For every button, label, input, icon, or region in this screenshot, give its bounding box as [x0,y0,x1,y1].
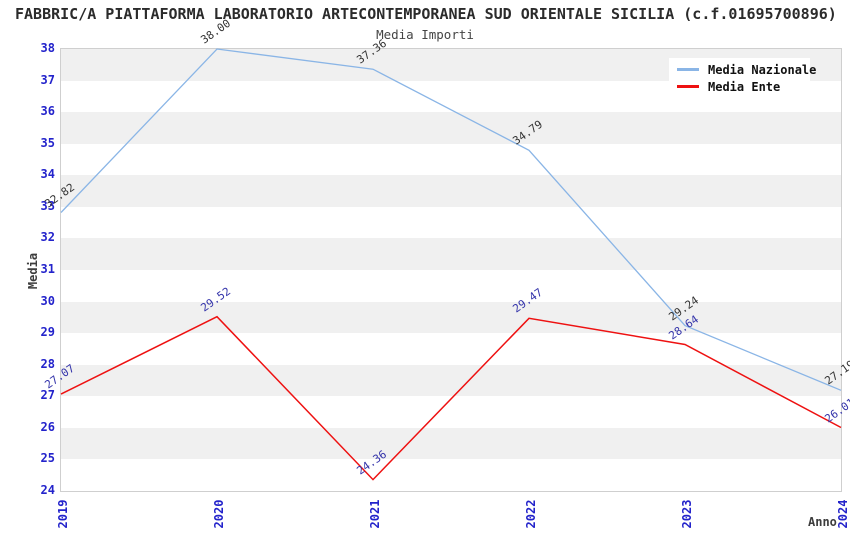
legend-swatch-ente-icon [677,85,699,88]
x-tick-label: 2022 [524,499,538,529]
x-axis-label: Anno [808,515,837,529]
legend: Media Nazionale Media Ente [669,58,816,98]
plot-band [61,175,841,208]
series-line-1 [60,315,842,481]
x-tick-label: 2024 [836,499,850,529]
y-tick-label: 35 [40,135,55,150]
plot-band [61,427,841,460]
plot-band [61,364,841,397]
y-tick-label: 33 [40,198,55,213]
plot-band [61,206,841,239]
y-tick-label: 30 [40,293,55,308]
chart-lines [60,48,842,481]
legend-item-ente: Media Ente [677,78,810,95]
x-tick-label: 2020 [212,499,226,529]
y-tick-label: 34 [40,167,55,182]
plot-band [61,459,841,492]
x-tick-label: 2019 [56,499,70,529]
plot-band [61,333,841,366]
y-tick-label: 31 [40,262,55,276]
plot-band [61,238,841,271]
y-tick-label: 26 [40,419,55,434]
plot-band [61,143,841,176]
legend-label-ente: Media Ente [708,79,781,94]
y-tick-label: 36 [40,104,55,119]
plot-band [61,270,841,303]
y-tick-label: 27 [40,388,55,403]
x-tick-label: 2023 [680,499,694,529]
series-line-0 [60,48,842,391]
plot-band [61,301,841,334]
legend-label-nazionale: Media Nazionale [708,62,817,77]
y-tick-label: 32 [40,230,55,245]
y-axis-label: Media [26,252,40,290]
legend-item-nazionale: Media Nazionale [677,61,816,78]
plot-band [61,112,841,145]
y-tick-label: 25 [40,451,55,466]
y-tick-label: 28 [40,356,55,371]
chart-title: Media Importi [376,27,474,42]
plot-area [60,48,842,492]
plot-band [61,396,841,429]
y-tick-label: 24 [40,483,55,497]
y-tick-label: 37 [40,72,55,87]
x-tick-label: 2021 [368,499,382,529]
y-tick-label: 29 [40,325,55,340]
y-tick-label: 38 [40,41,55,55]
legend-swatch-nazionale-icon [677,68,699,71]
page-title: FABBRIC/A PIATTAFORMA LABORATORIO ARTECO… [15,5,837,23]
